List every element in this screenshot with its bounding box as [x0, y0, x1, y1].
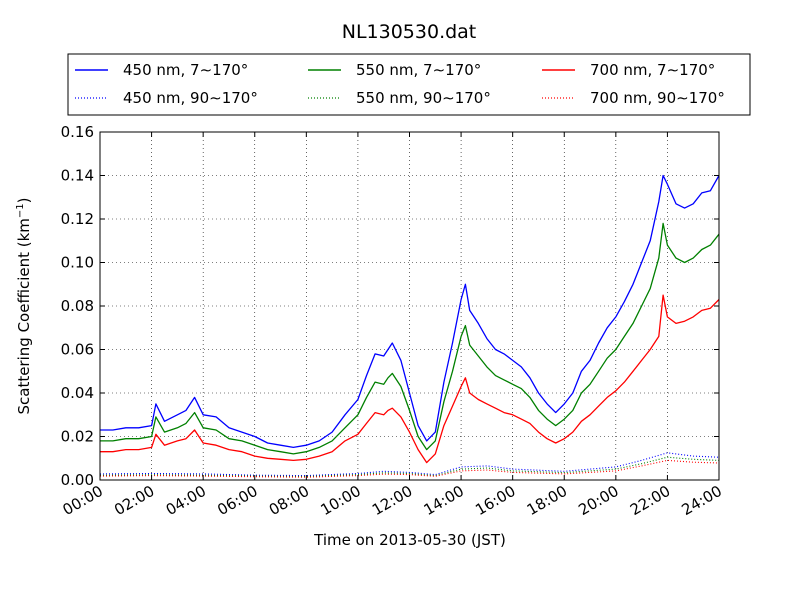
y-axis-label-main: Scattering Coefficient (km: [15, 218, 33, 414]
x-tick-label: 10:00: [317, 482, 363, 519]
y-tick-label: 0.08: [61, 297, 94, 315]
legend-label: 450 nm, 7∼170°: [123, 61, 248, 79]
legend-label: 700 nm, 7∼170°: [590, 61, 715, 79]
legend-label: 550 nm, 7∼170°: [356, 61, 481, 79]
y-axis-label-close: ): [15, 197, 33, 203]
y-axis: 0.00 0.02 0.04 0.06 0.08 0.10 0.12 0.14 0.16: [61, 123, 719, 489]
legend-label: 700 nm, 90∼170°: [590, 89, 725, 107]
series-line-dotted-3: [99, 459, 720, 478]
x-tick-label: 14:00: [421, 482, 467, 519]
x-tick-label: 02:00: [111, 482, 157, 519]
legend-frame: [67, 53, 751, 116]
x-tick-label: 20:00: [575, 482, 621, 519]
y-tick-label: 0.12: [61, 210, 94, 228]
x-tick-label: 06:00: [214, 482, 260, 519]
series-line-dotted-2: [99, 456, 720, 478]
legend: 450 nm, 7∼170° 550 nm, 7∼170° 700 nm, 7∼17…: [67, 53, 751, 116]
x-tick-label: 12:00: [369, 482, 415, 519]
x-tick-label: 24:00: [679, 482, 725, 519]
y-tick-label: 0.04: [61, 384, 94, 402]
y-tick-label: 0.14: [61, 167, 94, 185]
legend-label: 550 nm, 90∼170°: [356, 89, 491, 107]
x-axis-label: Time on 2013-05-30 (JST): [313, 531, 506, 549]
x-tick-label: 04:00: [163, 482, 209, 519]
x-tick-label: 22:00: [627, 482, 673, 519]
series-line-2: [100, 222, 720, 455]
y-axis-label-superscript: −1: [15, 203, 26, 218]
x-tick-label: 08:00: [266, 482, 312, 519]
y-tick-label: 0.06: [61, 341, 94, 359]
x-tick-label: 16:00: [472, 482, 518, 519]
y-tick-label: 0.10: [61, 254, 94, 272]
legend-label: 450 nm, 90∼170°: [123, 89, 258, 107]
y-tick-label: 0.00: [61, 471, 94, 489]
y-tick-label: 0.16: [61, 123, 94, 141]
chart-title: NL130530.dat: [342, 21, 477, 43]
series-line-1: [100, 174, 720, 449]
y-tick-label: 0.02: [61, 428, 94, 446]
x-tick-label: 18:00: [524, 482, 570, 519]
series-line-3: [100, 294, 720, 464]
series-layer: [99, 174, 720, 478]
plot-background: [100, 132, 719, 480]
y-axis-label: Scattering Coefficient (km−1): [15, 197, 33, 414]
